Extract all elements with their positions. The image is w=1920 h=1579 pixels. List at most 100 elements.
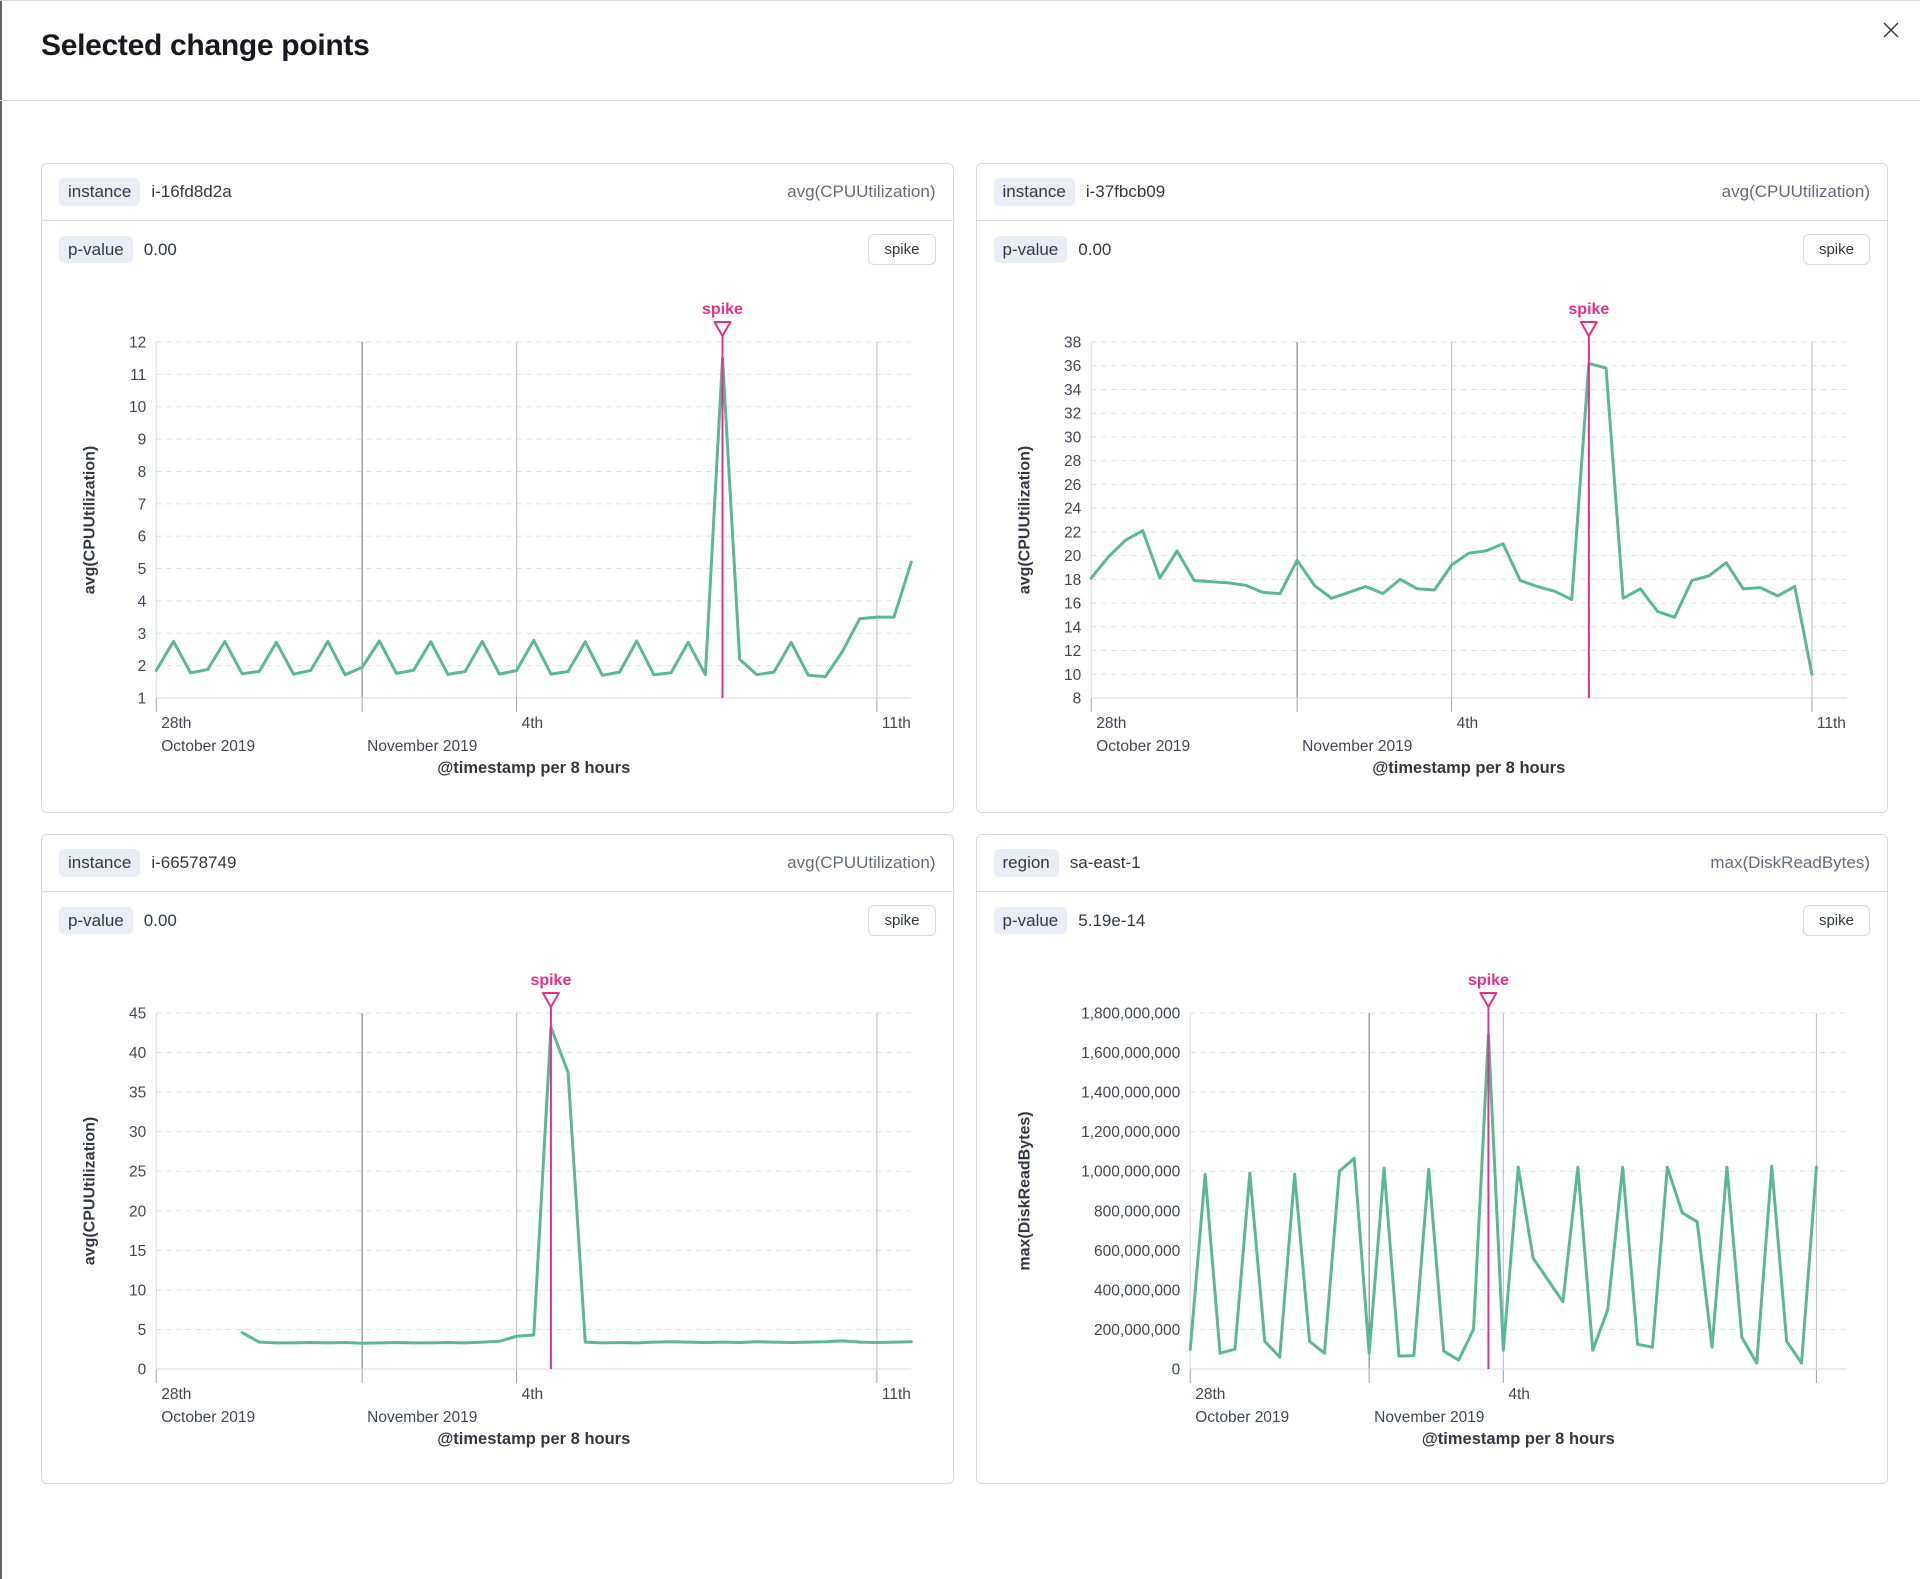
change-point-type-button[interactable]: spike xyxy=(1802,904,1870,937)
y-tick-label: 7 xyxy=(138,496,147,513)
change-point-chart[interactable]: 8 10 12 14 16 18 20 22 24 26 28 30 32 34 36 38 28th Octob… xyxy=(977,278,1888,812)
series-line xyxy=(154,356,913,679)
y-tick-label: 28 xyxy=(1064,453,1081,470)
spike-annotation-marker xyxy=(541,992,560,1008)
change-point-type-button[interactable]: spike xyxy=(868,904,936,937)
change-point-chart[interactable]: 0 200,000,000 400,000,000 600,000,000 800,00… xyxy=(977,949,1888,1483)
series-line xyxy=(240,1025,913,1345)
y-tick-label: 5 xyxy=(138,1322,147,1339)
y-tick-label: 10 xyxy=(1064,667,1082,684)
y-tick-label: 15 xyxy=(129,1243,146,1260)
x-tick-label: 4th xyxy=(522,1386,544,1403)
y-tick-label: 24 xyxy=(1064,501,1082,518)
change-point-type-button[interactable]: spike xyxy=(1802,233,1870,266)
y-tick-label: 0 xyxy=(138,1362,147,1379)
y-tick-label: 20 xyxy=(1064,548,1082,565)
y-tick-label: 6 xyxy=(138,529,147,546)
y-tick-label: 2 xyxy=(138,658,147,675)
panel-header: region sa-east-1 max(DiskReadBytes) xyxy=(976,835,1887,892)
y-tick-label: 3 xyxy=(138,626,147,643)
close-icon[interactable] xyxy=(1876,15,1906,45)
x-tick-label: 11th xyxy=(882,1386,911,1403)
y-tick-label: 34 xyxy=(1064,382,1082,399)
spike-annotation-marker xyxy=(713,321,732,337)
underlying-page-edge xyxy=(0,1,2,1579)
split-field-badge: instance xyxy=(59,849,141,877)
y-tick-label: 9 xyxy=(138,432,147,449)
y-tick-label: 22 xyxy=(1064,524,1081,541)
y-tick-label: 30 xyxy=(1064,429,1082,446)
x-tick-sublabel: October 2019 xyxy=(161,1409,255,1426)
y-tick-label: 32 xyxy=(1064,406,1081,423)
p-value-text: 0.00 xyxy=(143,910,177,930)
split-field-value: i-66578749 xyxy=(151,853,237,872)
panel-subheader: p-value 5.19e-14 spike xyxy=(977,892,1888,949)
x-axis-title: @timestamp per 8 hours xyxy=(1372,759,1565,777)
y-tick-label: 25 xyxy=(129,1164,146,1181)
spike-annotation-label: spike xyxy=(1568,301,1609,318)
spike-annotation-marker xyxy=(1579,321,1598,337)
y-tick-label: 5 xyxy=(138,561,147,578)
split-field-value: sa-east-1 xyxy=(1069,853,1141,872)
metric-label: max(DiskReadBytes) xyxy=(1710,853,1870,872)
x-axis-title: @timestamp per 8 hours xyxy=(1421,1430,1614,1448)
split-field-badge: instance xyxy=(59,178,141,206)
y-tick-label: 45 xyxy=(129,1006,146,1023)
x-tick-label: 4th xyxy=(1508,1386,1530,1403)
y-tick-label: 11 xyxy=(130,367,146,384)
spike-annotation-label: spike xyxy=(1467,972,1508,989)
panel-header: instance i-16fd8d2a avg(CPUUtilization) xyxy=(42,164,953,221)
y-tick-label: 1,400,000,000 xyxy=(1081,1085,1181,1102)
x-tick-label: 28th xyxy=(1096,715,1126,732)
flyout-header: Selected change points xyxy=(0,1,1920,101)
y-tick-label: 26 xyxy=(1064,477,1081,494)
p-value-badge: p-value xyxy=(59,235,133,264)
p-value-badge: p-value xyxy=(59,906,133,935)
x-axis-title: @timestamp per 8 hours xyxy=(437,1430,630,1448)
p-value-badge: p-value xyxy=(993,235,1068,264)
series-line xyxy=(1188,1033,1818,1365)
split-field-badge: instance xyxy=(993,178,1075,206)
x-tick-sublabel: November 2019 xyxy=(367,738,477,755)
p-value-text: 0.00 xyxy=(143,239,177,259)
y-axis-title: avg(CPUUtilization) xyxy=(1016,446,1033,594)
x-tick-label: 28th xyxy=(1195,1386,1225,1403)
metric-label: avg(CPUUtilization) xyxy=(787,182,936,201)
change-point-chart[interactable]: 0 5 10 15 20 25 30 35 40 45 28th October 2019 Novemb… xyxy=(42,949,953,1483)
x-tick-sublabel: October 2019 xyxy=(1096,738,1190,755)
p-value-text: 0.00 xyxy=(1078,239,1112,259)
y-tick-label: 10 xyxy=(129,1282,147,1299)
panel-subheader: p-value 0.00 spike xyxy=(977,221,1888,278)
x-tick-label: 4th xyxy=(1456,715,1478,732)
x-tick-sublabel: October 2019 xyxy=(1195,1409,1289,1426)
y-tick-label: 1,600,000,000 xyxy=(1081,1045,1181,1062)
y-tick-label: 1,800,000,000 xyxy=(1081,1006,1181,1023)
metric-label: avg(CPUUtilization) xyxy=(1721,182,1870,201)
change-point-type-button[interactable]: spike xyxy=(868,233,936,266)
change-point-panel: instance i-66578749 avg(CPUUtilization) … xyxy=(41,834,954,1484)
y-tick-label: 40 xyxy=(129,1045,147,1062)
x-tick-label: 11th xyxy=(1816,715,1845,732)
y-tick-label: 14 xyxy=(1064,619,1082,636)
x-axis-title: @timestamp per 8 hours xyxy=(437,759,630,777)
change-point-panel: region sa-east-1 max(DiskReadBytes) p-va… xyxy=(975,834,1888,1484)
y-tick-label: 30 xyxy=(129,1124,147,1141)
close-x-glyph xyxy=(1883,22,1899,38)
y-tick-label: 800,000,000 xyxy=(1094,1203,1181,1220)
series-line xyxy=(1089,361,1813,676)
panel-header: instance i-66578749 avg(CPUUtilization) xyxy=(42,835,953,892)
y-tick-label: 20 xyxy=(129,1203,147,1220)
split-field-value: i-37fbcb09 xyxy=(1085,182,1166,201)
y-tick-label: 1,200,000,000 xyxy=(1081,1124,1181,1141)
x-tick-label: 28th xyxy=(161,1386,191,1403)
panel-subheader: p-value 0.00 spike xyxy=(42,892,953,949)
y-tick-label: 600,000,000 xyxy=(1094,1243,1181,1260)
y-tick-label: 16 xyxy=(1064,596,1081,613)
change-points-grid: instance i-16fd8d2a avg(CPUUtilization) … xyxy=(0,101,1920,1484)
y-tick-label: 36 xyxy=(1064,358,1081,375)
x-tick-sublabel: November 2019 xyxy=(1374,1409,1484,1426)
y-axis-title: avg(CPUUtilization) xyxy=(81,1117,98,1265)
x-tick-sublabel: November 2019 xyxy=(1302,738,1412,755)
y-tick-label: 35 xyxy=(129,1085,146,1102)
